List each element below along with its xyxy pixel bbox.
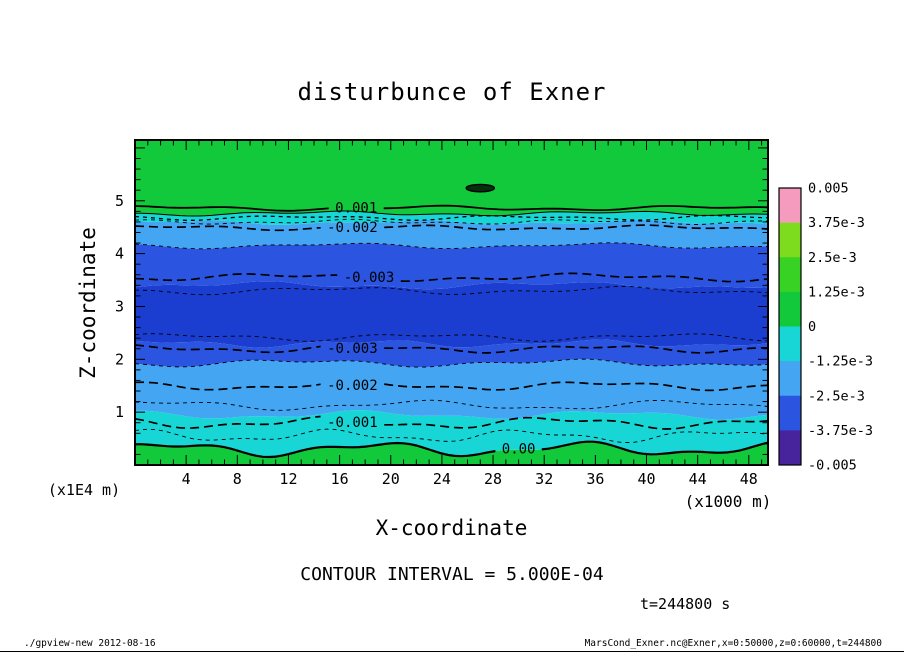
contour-line [135, 381, 321, 391]
y-tick-label: 4 [115, 245, 124, 263]
colorbar-label: 0 [808, 319, 816, 335]
contour-label: -0.003 [327, 341, 378, 357]
x-tick-label: 4 [182, 470, 191, 488]
colorbar-label: -1.25e-3 [808, 354, 873, 370]
y-tick-label: 3 [115, 297, 124, 315]
contour-lines [135, 183, 768, 459]
y-tick-label: 2 [115, 350, 124, 368]
footer-source: MarsCond_Exner.nc@Exner,x=0:50000,z=0:60… [584, 638, 882, 649]
contour-label: -0.002 [327, 220, 378, 236]
x-axis-unit: (x1000 m) [684, 492, 772, 511]
colorbar-label: -0.005 [808, 458, 857, 474]
contour-line [135, 344, 321, 354]
contour-line [135, 210, 768, 217]
contour-fill [135, 140, 768, 465]
chart-title: disturbunce of Exner [297, 78, 607, 106]
y-tick-label: 5 [115, 192, 124, 210]
x-tick-label: 40 [637, 470, 655, 488]
x-tick-label: 20 [382, 470, 400, 488]
x-tick-label: 36 [586, 470, 604, 488]
x-tick-label: 32 [535, 470, 553, 488]
contour-line [135, 205, 329, 212]
contour-line [384, 345, 768, 354]
x-axis-label: X-coordinate [375, 516, 528, 540]
contour-line [135, 218, 768, 225]
contour-line [135, 225, 321, 232]
contour-line [383, 204, 768, 211]
contour-line [135, 428, 768, 444]
contour-line [384, 224, 768, 231]
footer-program: ./gpview-new 2012-08-16 [24, 638, 156, 649]
contour-line [384, 416, 768, 430]
x-tick-label: 24 [433, 470, 451, 488]
closed-contour-blob [465, 183, 496, 193]
x-tick-label: 28 [484, 470, 502, 488]
bottom-rule [0, 651, 904, 652]
contour-line [135, 358, 768, 368]
contour-line [135, 273, 338, 282]
y-tick-label: 1 [115, 403, 124, 421]
time-stamp: t=244800 s [640, 595, 731, 613]
contour-line [135, 242, 768, 250]
x-tick-label: 12 [279, 470, 297, 488]
contour-line [400, 272, 768, 283]
colorbar-label: 2.5e-3 [808, 250, 857, 266]
contour-label: 0.001 [335, 201, 377, 217]
y-axis-unit: (x1E4 m) [47, 481, 121, 499]
x-tick-label: 16 [331, 470, 349, 488]
contour-label: -0.002 [327, 378, 378, 394]
colorbar-label: 3.75e-3 [808, 215, 865, 231]
contour-line [135, 441, 496, 459]
colorbar-label: -3.75e-3 [808, 423, 873, 439]
x-tick-label: 48 [740, 470, 758, 488]
contour-line [384, 381, 768, 392]
contour-label: -0.001 [327, 415, 378, 431]
contour-line [135, 415, 321, 429]
contour-line [135, 285, 768, 296]
plot-frame [134, 139, 769, 466]
contour-line [135, 214, 768, 221]
contour-labels: 0.00 -0.001 -0.002 -0.003 -0.003 -0.002 0.001 [327, 201, 535, 458]
contour-label: 0.00 [502, 442, 536, 458]
colorbar: 0.005 3.75e-3 2.5e-3 1.25e-3 0 -1.25e-3 -2.5e-… [778, 181, 873, 474]
colorbar-label: 0.005 [808, 181, 849, 197]
contour-label: -0.003 [344, 270, 395, 286]
contour-line [541, 440, 768, 456]
colorbar-label: 1.25e-3 [808, 284, 865, 300]
x-tick-label: 8 [233, 470, 242, 488]
contour-line [135, 333, 768, 342]
x-tick-label: 44 [689, 470, 707, 488]
contour-line [135, 399, 768, 411]
y-axis-label: Z-coordinate [76, 227, 100, 379]
contour-interval-note: CONTOUR INTERVAL = 5.000E-04 [300, 564, 604, 585]
colorbar-label: -2.5e-3 [808, 388, 865, 404]
